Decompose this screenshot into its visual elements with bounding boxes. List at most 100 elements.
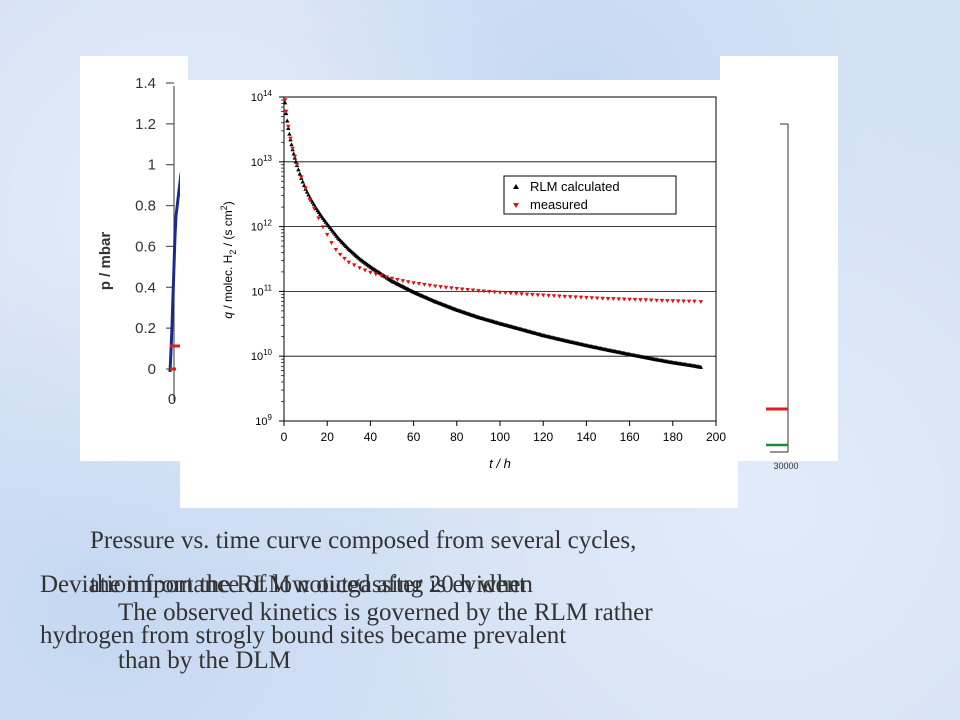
- xtick-label: 0: [281, 430, 288, 444]
- data-point: [600, 296, 605, 301]
- back-chart-ylabel: p / mbar: [97, 232, 114, 291]
- data-point: [282, 100, 288, 105]
- ytick-label: 1012: [251, 219, 273, 234]
- data-point: [427, 283, 432, 288]
- data-point: [384, 275, 389, 280]
- data-point: [476, 289, 481, 294]
- data-point: [297, 171, 303, 176]
- data-point: [287, 131, 292, 136]
- caption-line-2: the importance of low outgassing is evid…: [90, 571, 527, 598]
- data-point: [649, 298, 654, 303]
- data-point: [557, 294, 562, 299]
- back-chart-panel-right: [720, 56, 838, 461]
- plot-frame: [283, 96, 717, 422]
- data-point: [283, 109, 289, 114]
- data-point: [616, 297, 621, 302]
- series-measured: [282, 98, 704, 305]
- back-ytick-label: 0.6: [135, 238, 156, 255]
- data-point: [503, 291, 508, 296]
- data-point: [546, 293, 551, 298]
- data-point: [686, 299, 692, 304]
- ytick-label: 1010: [251, 348, 273, 363]
- data-point: [337, 252, 343, 257]
- data-point: [449, 286, 454, 291]
- data-point: [307, 197, 313, 202]
- data-point: [306, 192, 311, 197]
- xtick-label: 40: [364, 430, 378, 444]
- data-point: [342, 256, 347, 261]
- xtick-label: 120: [533, 430, 553, 444]
- data-point: [416, 282, 422, 286]
- data-point: [316, 216, 321, 221]
- data-point: [352, 263, 357, 268]
- data-point: [288, 136, 293, 141]
- ytick-label: 1011: [251, 283, 272, 298]
- xtick-label: 60: [407, 430, 421, 444]
- back-pressure-curve: [168, 167, 185, 373]
- xtick-label: 180: [663, 430, 683, 444]
- data-point: [481, 289, 486, 294]
- data-point: [589, 296, 594, 301]
- data-point: [551, 294, 557, 299]
- back-ytick-label: 0: [148, 361, 156, 378]
- data-point: [290, 146, 295, 151]
- data-point: [329, 241, 334, 246]
- data-point: [400, 279, 405, 284]
- xtick-label: 160: [620, 430, 640, 444]
- data-point: [530, 292, 535, 297]
- back-chart: 1.4 1.2 1 0.8 0.6 0.4 0.2 0 p / mbar 0 30000: [97, 75, 799, 471]
- caption-line-5: hydrogen from strogly bound sites became…: [40, 622, 567, 649]
- data-point: [535, 293, 540, 298]
- data-point: [454, 286, 459, 291]
- data-point: [346, 260, 351, 265]
- data-point: [443, 285, 449, 290]
- xtick-label: 200: [706, 430, 726, 444]
- data-point: [611, 297, 616, 302]
- data-point: [299, 175, 304, 180]
- front-chart-panel: [180, 80, 738, 508]
- x-axis-label: t / h: [489, 456, 511, 471]
- data-point: [291, 151, 296, 156]
- data-point: [573, 295, 578, 300]
- data-point: [622, 297, 627, 302]
- data-point: [379, 273, 384, 278]
- data-point: [519, 292, 524, 297]
- data-point: [285, 118, 290, 123]
- data-point: [638, 298, 643, 303]
- xtick-label: 20: [321, 430, 335, 444]
- data-point: [584, 295, 589, 300]
- caption-line-1: Pressure vs. time curve composed from se…: [90, 527, 637, 554]
- data-point: [627, 297, 632, 302]
- data-point: [357, 266, 362, 271]
- data-point: [286, 124, 291, 129]
- data-point: [300, 179, 305, 184]
- data-point: [492, 290, 497, 295]
- data-point: [632, 297, 638, 302]
- data-point: [406, 280, 411, 285]
- data-point: [508, 291, 513, 296]
- data-point: [325, 232, 330, 237]
- data-point: [562, 294, 567, 299]
- ytick-label: 1013: [251, 154, 273, 169]
- data-point: [438, 285, 443, 290]
- data-point: [595, 296, 600, 301]
- data-point: [460, 287, 465, 292]
- data-point: [301, 183, 307, 188]
- front-chart: 0 20 40 60 80 100 120 140 160 180 200 109 1010 1011 1…: [219, 89, 726, 471]
- data-point: [362, 268, 368, 273]
- data-point: [514, 291, 519, 296]
- data-point: [395, 277, 400, 282]
- data-point: [541, 293, 546, 298]
- ytick-label: 109: [255, 413, 272, 428]
- back-ytick-label: 1.2: [135, 116, 156, 133]
- xtick-label: 80: [450, 430, 464, 444]
- data-point: [692, 299, 697, 304]
- back-ytick-label: 0.2: [135, 320, 156, 337]
- data-point: [487, 289, 492, 294]
- data-point: [292, 154, 297, 159]
- legend: RLM calculated measured: [503, 175, 677, 215]
- data-point: [568, 295, 573, 300]
- data-point: [368, 270, 373, 275]
- xtick-label: 140: [576, 430, 596, 444]
- data-point: [681, 299, 686, 304]
